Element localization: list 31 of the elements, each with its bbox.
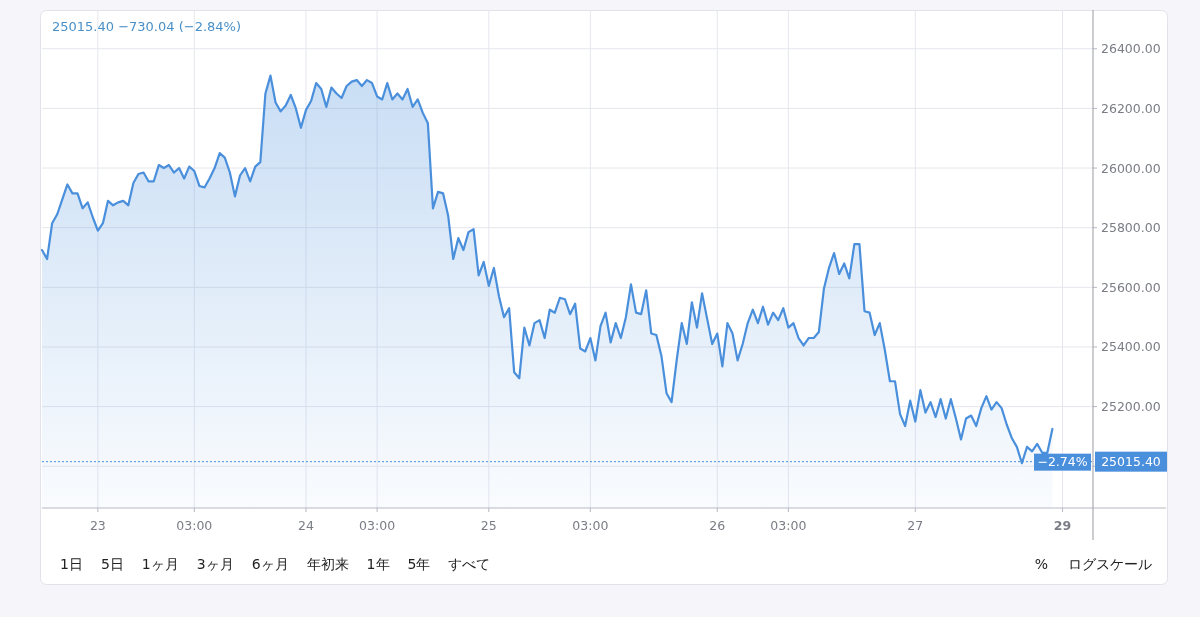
y-tick-label: 25400.00: [1101, 339, 1161, 355]
x-tick-label: 24: [298, 518, 315, 533]
text: %: [1034, 556, 1048, 572]
x-tick-label: 23: [89, 518, 106, 533]
text: 6ヶ月: [251, 556, 289, 572]
x-tick-label: 29: [1053, 518, 1072, 533]
y-tick-label: 25800.00: [1101, 220, 1161, 236]
text: 3ヶ月: [196, 556, 234, 572]
y-tick-label: 25600.00: [1101, 279, 1161, 295]
y-tick-label: 26200.00: [1101, 100, 1161, 116]
x-tick-label: 25: [480, 518, 497, 533]
text: 5日: [100, 556, 124, 572]
x-tick-label: 03:00: [176, 518, 213, 533]
text: 年初来: [306, 556, 349, 572]
text: 1ヶ月: [141, 556, 179, 572]
x-tick-label: 26: [709, 518, 726, 533]
y-tick-label: 26400.00: [1101, 41, 1161, 57]
y-tick-label: 26000.00: [1101, 160, 1161, 176]
text: 1年: [366, 556, 390, 572]
x-tick-label: 03:00: [572, 518, 609, 533]
x-tick-label: 27: [907, 518, 924, 533]
price-tag: 25015.40: [1095, 451, 1167, 472]
text: 25015.40 −730.04 (−2.84%): [52, 19, 242, 34]
text: 1日: [60, 556, 83, 572]
text: ログスケール: [1068, 556, 1152, 572]
text: すべて: [448, 556, 491, 572]
y-tick-label: 25200.00: [1101, 399, 1161, 415]
text: 5年: [407, 556, 431, 572]
x-tick-label: 03:00: [770, 518, 807, 533]
y-tick-label: 25015.40: [1101, 454, 1161, 470]
x-tick-label: 03:00: [359, 518, 396, 533]
